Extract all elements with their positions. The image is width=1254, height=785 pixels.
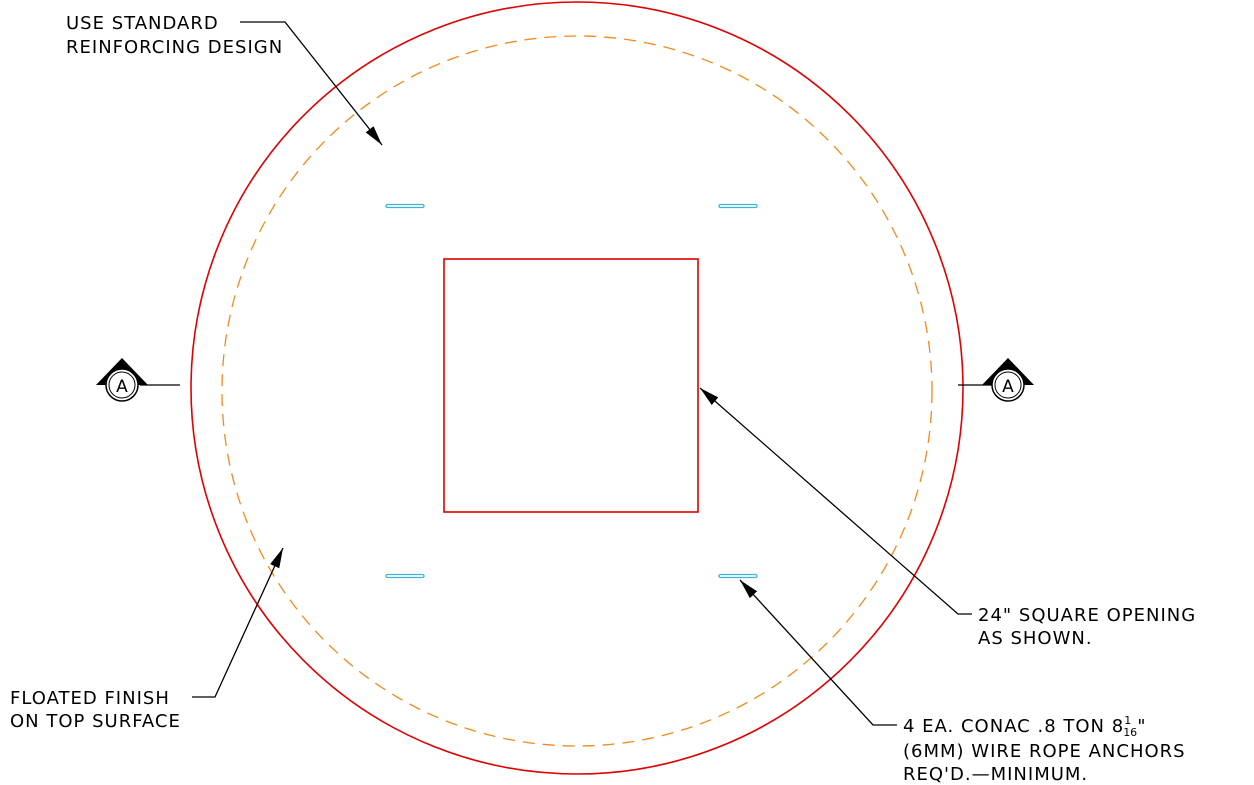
note-line: FLOATED FINISH xyxy=(10,688,170,709)
section-marker-left: A xyxy=(96,358,180,402)
note-line: REQ'D.—MINIMUM. xyxy=(903,764,1088,785)
note-text: 4 EA. CONAC .8 TON 8 xyxy=(903,716,1124,737)
leader xyxy=(240,21,383,146)
reinforcing-circle xyxy=(221,35,933,747)
leader xyxy=(739,579,897,726)
anchors xyxy=(385,203,758,579)
anchor xyxy=(718,203,758,209)
fraction-denominator: 16 xyxy=(1123,726,1137,739)
note-line: (6MM) WIRE ROPE ANCHORS xyxy=(903,741,1186,762)
section-label: A xyxy=(116,377,128,397)
outer-circle xyxy=(190,1,964,775)
leader xyxy=(699,387,972,615)
anchor xyxy=(385,573,425,579)
note-line: REINFORCING DESIGN xyxy=(66,37,283,58)
note-line: USE STANDARD xyxy=(66,13,219,34)
inch-mark: " xyxy=(1137,716,1146,737)
section-label: A xyxy=(1002,377,1014,397)
leader xyxy=(192,547,284,698)
anchor xyxy=(385,203,425,209)
anchor xyxy=(718,573,758,579)
note-line: AS SHOWN. xyxy=(978,628,1093,649)
fraction-numerator: 1 xyxy=(1124,714,1131,727)
section-marker-right: A xyxy=(958,358,1034,402)
note-line: 4 EA. CONAC .8 TON 81 16" xyxy=(903,714,1146,739)
square-opening xyxy=(443,258,699,513)
note-line: ON TOP SURFACE xyxy=(10,711,181,732)
note-line: 24" SQUARE OPENING xyxy=(978,605,1196,626)
